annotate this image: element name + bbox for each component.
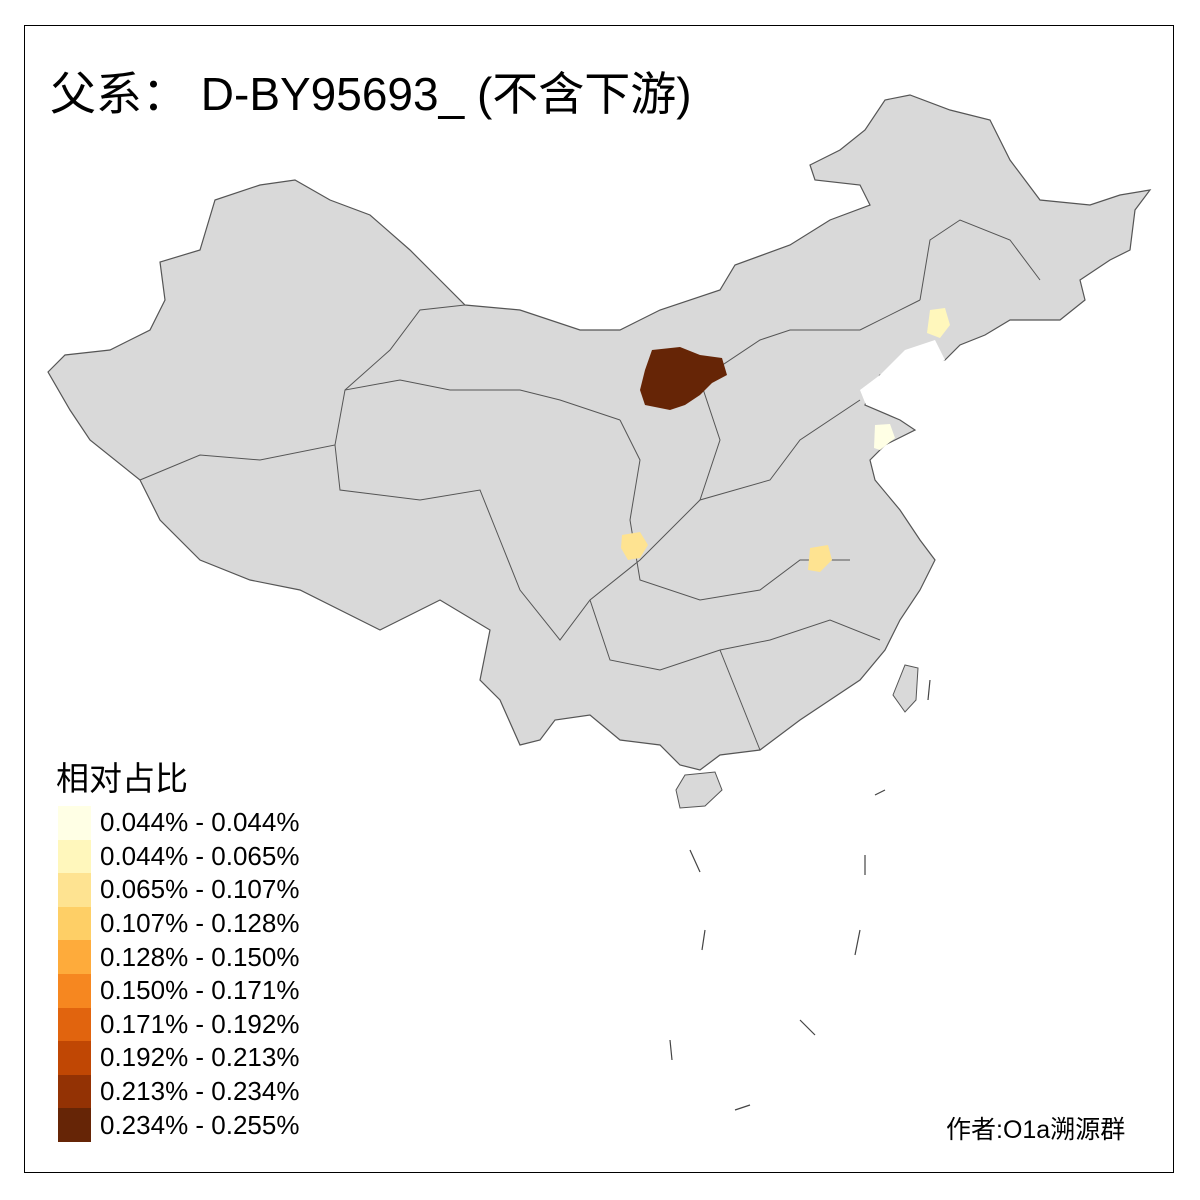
legend-label: 0.107% - 0.128% bbox=[100, 908, 300, 939]
legend-label: 0.044% - 0.044% bbox=[100, 807, 300, 838]
hainan-island bbox=[675, 771, 723, 809]
legend-item: 0.213% - 0.234% bbox=[58, 1074, 300, 1109]
legend-swatch bbox=[58, 973, 91, 1008]
legend-swatch bbox=[58, 906, 91, 941]
legend-item: 0.107% - 0.128% bbox=[58, 906, 300, 941]
south-sea-islands bbox=[669, 679, 931, 1111]
map-frame bbox=[24, 25, 1174, 1173]
region-sichuan bbox=[621, 532, 648, 560]
legend-label: 0.213% - 0.234% bbox=[100, 1076, 300, 1107]
legend-item: 0.065% - 0.107% bbox=[58, 873, 299, 907]
legend-title: 相对占比 bbox=[56, 759, 188, 798]
taiwan-island bbox=[892, 664, 919, 713]
legend-label: 0.171% - 0.192% bbox=[100, 1008, 300, 1039]
legend-swatch bbox=[58, 806, 91, 840]
region-ordos bbox=[640, 347, 727, 410]
legend: 0.044% - 0.044% 0.044% - 0.065% 0.065% - 0… bbox=[58, 806, 299, 1142]
author-credit: 作者:O1a溯源群 bbox=[946, 1116, 1126, 1144]
legend-item: 0.150% - 0.171% bbox=[58, 973, 300, 1008]
region-shandong bbox=[874, 424, 895, 450]
legend-label: 0.192% - 0.213% bbox=[100, 1042, 300, 1073]
region-central-east bbox=[808, 545, 832, 572]
legend-label: 0.044% - 0.065% bbox=[100, 840, 300, 871]
legend-label: 0.065% - 0.107% bbox=[100, 874, 300, 905]
region-northeast bbox=[927, 308, 950, 338]
legend-swatch bbox=[58, 839, 91, 874]
legend-label: 0.128% - 0.150% bbox=[100, 941, 300, 972]
legend-item: 0.171% - 0.192% bbox=[58, 1007, 300, 1042]
legend-swatch bbox=[58, 1108, 91, 1142]
legend-swatch bbox=[58, 1041, 91, 1075]
legend-item: 0.128% - 0.150% bbox=[58, 940, 299, 974]
legend-swatch bbox=[58, 1007, 91, 1042]
map-title: 父系： D-BY95693_ (不含下游) bbox=[50, 68, 692, 120]
legend-item: 0.044% - 0.044% bbox=[58, 806, 299, 840]
legend-swatch bbox=[58, 873, 91, 907]
mainland-region bbox=[47, 94, 1152, 771]
legend-item: 0.192% - 0.213% bbox=[58, 1041, 299, 1075]
bohai-sea bbox=[860, 340, 945, 405]
legend-label: 0.150% - 0.171% bbox=[100, 975, 300, 1006]
legend-swatch bbox=[58, 1074, 91, 1109]
legend-swatch bbox=[58, 940, 91, 974]
province-borders bbox=[139, 219, 1041, 751]
legend-item: 0.234% - 0.255% bbox=[58, 1108, 299, 1142]
legend-item: 0.044% - 0.065% bbox=[58, 839, 300, 874]
legend-label: 0.234% - 0.255% bbox=[100, 1109, 300, 1140]
